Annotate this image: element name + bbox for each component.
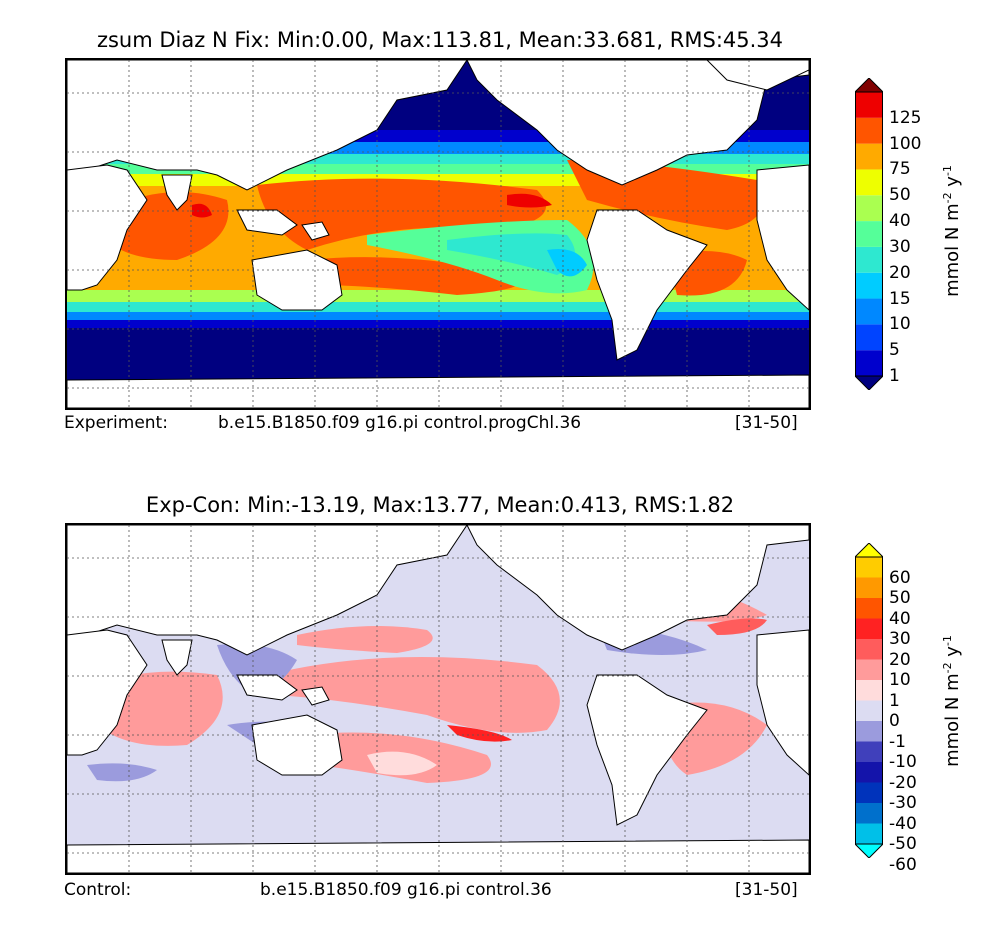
panel1-title: zsum Diaz N Fix: Min:0.00, Max:113.81, M…: [96, 28, 784, 52]
colorbar-tick-label: -50: [889, 834, 917, 854]
panel2-caption-mid: b.e15.B1850.f09 g16.pi control.36: [260, 880, 552, 900]
colorbar-tick-label: -10: [889, 752, 917, 772]
colorbar-tick-label: 1: [889, 690, 900, 711]
colorbar-segment: [855, 272, 883, 299]
colorbar-tick-label: 125: [889, 107, 922, 128]
colorbar-tick-label: 20: [889, 649, 911, 670]
colorbar-tick-label: 10: [889, 670, 911, 690]
colorbar-segment: [855, 782, 883, 803]
colorbar-tick-label: 30: [889, 236, 911, 257]
colorbar-segment: [855, 639, 883, 660]
panel2-caption-right: [31-50]: [735, 880, 798, 900]
colorbar-segment: [855, 557, 883, 578]
colorbar-extend-top: [853, 542, 885, 558]
colorbar-segment: [855, 195, 883, 222]
colorbar-tick-label: 20: [889, 262, 911, 283]
colorbar-tick-label: -40: [889, 813, 917, 834]
colorbar-segment: [855, 721, 883, 742]
colorbar-segment: [855, 598, 883, 619]
colorbar-tick-label: -60: [889, 854, 917, 875]
colorbar-tick-label: 50: [889, 588, 911, 608]
colorbar-segment: [855, 350, 883, 376]
colorbar-tick-label: 40: [889, 608, 911, 629]
colorbar-tick-label: 60: [889, 567, 911, 588]
colorbar-segment: [855, 92, 883, 118]
colorbar-segment: [855, 741, 883, 762]
colorbar-segment: [855, 169, 883, 196]
colorbar-segment: [855, 618, 883, 639]
colorbar-tick-label: -20: [889, 772, 917, 793]
panel1-caption-left: Experiment:: [64, 413, 168, 433]
panel1-map: [65, 58, 811, 410]
colorbar-segment: [855, 221, 883, 247]
colorbar-segment: [855, 298, 883, 325]
colorbar-tick-label: -30: [889, 793, 917, 813]
panel1-colorbar-title: mmol N m-2 y-1: [941, 165, 963, 297]
panel2-title: Exp-Con: Min:-13.19, Max:13.77, Mean:0.4…: [145, 493, 735, 517]
colorbar-tick-label: 30: [889, 629, 911, 649]
colorbar-tick-label: 1: [889, 366, 900, 386]
colorbar-tick-label: 100: [889, 133, 922, 154]
panel2-colorbar: [853, 542, 885, 859]
colorbar-tick-label: 5: [889, 340, 900, 361]
colorbar-segment: [855, 823, 883, 844]
panel1-colorbar: [853, 77, 885, 391]
colorbar-segment: [855, 143, 883, 170]
colorbar-segment: [855, 680, 883, 701]
panel2-map: [65, 523, 811, 875]
colorbar-tick-label: 75: [889, 159, 911, 180]
panel1-caption-right: [31-50]: [735, 413, 798, 433]
panel2-caption-left: Control:: [64, 880, 132, 900]
colorbar-segment: [855, 700, 883, 721]
colorbar-segment: [855, 762, 883, 783]
colorbar-segment: [855, 324, 883, 351]
colorbar-segment: [855, 803, 883, 824]
colorbar-segment: [855, 577, 883, 598]
colorbar-segment: [855, 117, 883, 144]
colorbar-tick-label: 50: [889, 185, 911, 206]
colorbar-tick-label: 10: [889, 314, 911, 335]
colorbar-tick-label: 40: [889, 211, 911, 232]
colorbar-segment: [855, 246, 883, 273]
colorbar-extend-bottom: [853, 375, 885, 391]
colorbar-extend-top: [853, 77, 885, 93]
panel1-caption-mid: b.e15.B1850.f09 g16.pi control.progChl.3…: [218, 413, 582, 433]
colorbar-tick-label: 0: [889, 711, 900, 731]
colorbar-segment: [855, 659, 883, 680]
colorbar-extend-bottom: [853, 843, 885, 859]
colorbar-tick-label: -1: [889, 731, 906, 752]
colorbar-tick-label: 15: [889, 288, 911, 309]
panel2-colorbar-title: mmol N m-2 y-1: [941, 635, 963, 767]
